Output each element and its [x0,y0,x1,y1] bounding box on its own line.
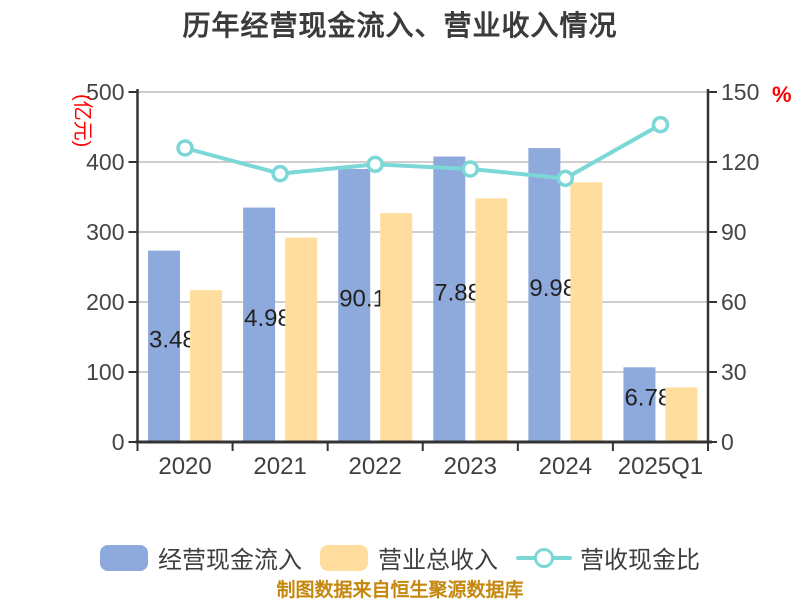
bar-value-label: 3.48 [149,326,196,353]
bar-cash-inflow-2021[interactable] [243,207,276,442]
chart-title: 历年经营现金流入、营业收入情况 [182,10,618,41]
bar-value-label: 9.98 [529,275,576,302]
left-axis-tick-label: 300 [86,219,124,245]
line-marker-icon [534,547,554,568]
legend-label: 营业总收入 [378,547,498,574]
bar-cash-inflow-2024[interactable] [528,148,561,442]
x-axis-category-label: 2023 [444,453,497,480]
x-axis-category-label: 2020 [158,453,211,480]
right-axis-tick-label: 150 [721,79,759,105]
right-axis-tick-label: 0 [721,429,734,455]
ratio-point-2020[interactable] [176,139,194,157]
bar-cash-inflow-2025Q1[interactable] [623,367,656,442]
bar-cash-inflow-2020[interactable] [148,250,181,442]
right-axis-unit-label: % [772,82,792,107]
bar-revenue-2025Q1[interactable] [665,387,698,442]
legend-label: 经营现金流入 [158,547,302,574]
bar-revenue-2021[interactable] [285,237,318,442]
right-axis-tick-label: 120 [721,149,759,175]
ratio-point-2021[interactable] [271,164,289,183]
bar-revenue-2023[interactable] [475,198,508,442]
x-axis-category-label: 2021 [253,453,306,480]
bar-value-label: 4.98 [244,305,291,332]
legend-item-cash-revenue-ratio[interactable]: 营收现金比 [516,540,700,575]
right-axis-tick-label: 60 [721,289,747,315]
left-axis-tick-label: 200 [86,289,124,315]
bar-revenue-2020[interactable] [190,290,223,442]
right-axis-tick-label: 30 [721,359,747,385]
x-axis-category-label: 2025Q1 [618,453,703,480]
legend-item-total-revenue[interactable]: 营业总收入 [320,540,498,575]
bar-revenue-2022[interactable] [380,213,413,442]
ratio-line[interactable] [183,122,663,181]
left-axis-tick-label: 400 [86,149,124,175]
legend-item-operating-cash-inflow[interactable]: 经营现金流入 [100,540,302,575]
left-axis-tick-label: 100 [86,359,124,385]
x-axis-category-label: 2024 [539,453,592,480]
bar-value-label: 6.78 [624,385,671,412]
ratio-point-2022[interactable] [366,155,384,174]
left-axis-tick-label: 500 [86,79,124,105]
bar-cash-inflow-2022[interactable] [338,168,371,442]
ratio-line-swatch [516,545,572,571]
legend: 经营现金流入 营业总收入 营收现金比 [0,540,800,575]
legend-label: 营收现金比 [580,547,700,574]
ratio-point-2025Q1[interactable] [651,115,670,134]
bar-value-label: 7.88 [434,279,481,306]
cash-inflow-swatch [100,544,148,571]
bar-cash-inflow-2023[interactable] [433,156,466,443]
data-source-note: 制图数据来自恒生聚源数据库 [276,580,524,600]
bar-revenue-2024[interactable] [570,182,603,443]
ratio-point-2024[interactable] [556,169,575,188]
left-axis-unit-label: (亿元) [71,94,94,147]
ratio-point-2023[interactable] [461,160,480,178]
right-axis-tick-label: 90 [721,219,747,245]
x-axis-category-label: 2022 [349,453,402,480]
revenue-swatch [320,544,368,571]
left-axis-tick-label: 0 [112,429,125,455]
